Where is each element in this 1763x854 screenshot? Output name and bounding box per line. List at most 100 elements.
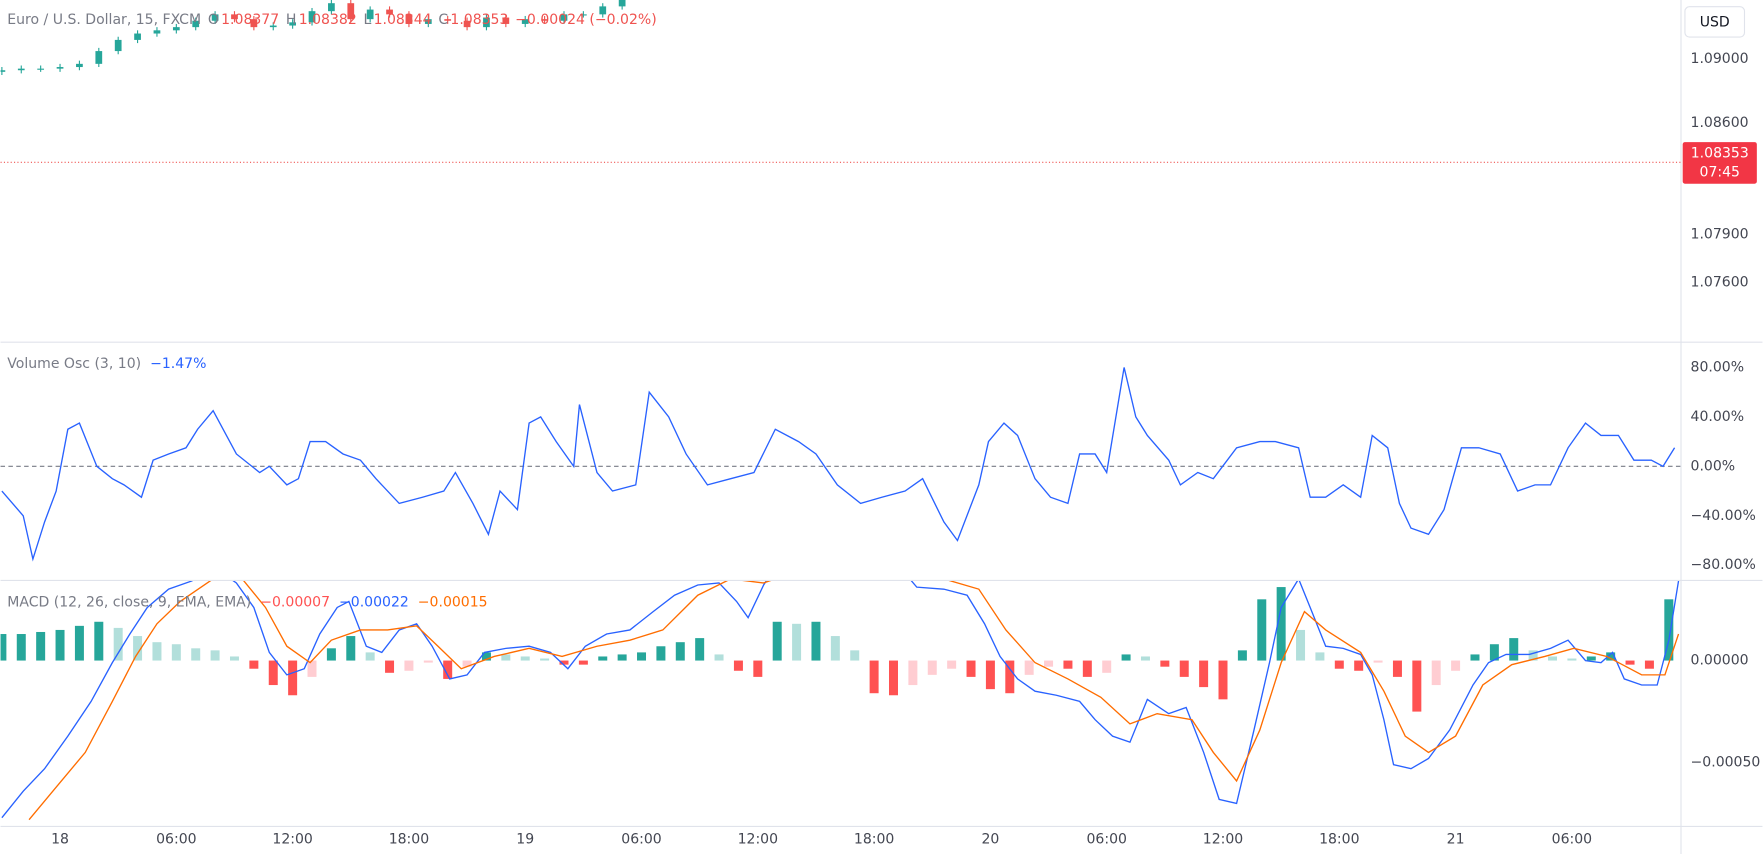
candle-body (95, 51, 103, 64)
candle-body (580, 14, 587, 16)
candle-body (366, 9, 374, 20)
signal-value: −0.00015 (418, 594, 488, 610)
candle-body (424, 19, 432, 24)
histogram-bar (1121, 654, 1131, 661)
histogram-bar (695, 638, 705, 661)
histogram-bar (520, 656, 530, 661)
histogram-bar (1528, 650, 1538, 661)
y-tick-label: −0.00050 (1691, 755, 1761, 771)
x-tick-label: 18:00 (389, 831, 429, 847)
x-tick-label: 06:00 (621, 831, 661, 847)
candle-body (192, 20, 200, 28)
histogram-bar (1024, 660, 1034, 675)
signal-line (28, 580, 1680, 821)
histogram-bar (36, 631, 46, 661)
histogram-bar (1237, 650, 1247, 661)
y-tick-label: 1.08600 (1691, 115, 1749, 131)
histogram-bar (55, 629, 65, 661)
macd-legend: MACD (12, 26, close, 9, EMA, EMA) −0.0000… (7, 594, 487, 610)
histogram-bar (1063, 660, 1073, 669)
y-tick-label: −80.00% (1691, 557, 1756, 573)
histogram-bar (753, 660, 763, 677)
histogram-bar (966, 660, 976, 677)
ohlc-label: O (208, 12, 219, 28)
histogram-value: −0.00007 (260, 594, 330, 610)
x-tick-label: 19 (516, 831, 534, 847)
volume-osc-legend: Volume Osc (3, 10) −1.47% (7, 356, 206, 372)
candle-body (386, 9, 393, 15)
histogram-bar (1373, 660, 1383, 663)
x-tick-label: 06:00 (1086, 831, 1126, 847)
histogram-bar (1102, 660, 1112, 673)
y-tick-label: 0.00% (1691, 458, 1736, 474)
change-value: −0.00024 (−0.02%) (515, 12, 657, 28)
histogram-bar (598, 656, 608, 661)
indicator-title: MACD (12, 26, close, 9, EMA, EMA) (7, 594, 251, 610)
histogram-bar (404, 660, 414, 671)
histogram-bar (811, 621, 821, 661)
ohlc-label: H (286, 12, 297, 28)
candle-body (328, 3, 335, 12)
countdown-label: 07:45 (1700, 164, 1740, 180)
histogram-bar (481, 652, 491, 661)
histogram-bar (1005, 660, 1015, 694)
x-tick-label: 06:00 (156, 831, 196, 847)
currency-button[interactable] (1684, 6, 1746, 38)
candle-body (269, 25, 277, 28)
histogram-bar (869, 660, 879, 694)
histogram-bar (152, 642, 162, 661)
y-tick-label: 1.07600 (1691, 275, 1749, 291)
histogram-bar (501, 654, 511, 661)
currency-label[interactable]: USD (1700, 14, 1730, 30)
histogram-bar (559, 660, 569, 665)
candle-body (231, 14, 238, 20)
x-tick-label: 12:00 (272, 831, 312, 847)
candle-body (347, 3, 355, 20)
price-pane (0, 0, 1681, 163)
macd-line (1, 580, 1680, 819)
histogram-bar (889, 660, 898, 696)
histogram-bar (191, 648, 201, 661)
histogram-bar (307, 660, 317, 677)
candle-body (17, 68, 25, 71)
candle-body (483, 17, 490, 28)
histogram-bar (1470, 654, 1480, 661)
indicator-title: Volume Osc (3, 10) (7, 356, 141, 372)
x-tick-label: 18:00 (854, 831, 894, 847)
candle-body (250, 19, 258, 28)
histogram-bar (947, 660, 957, 669)
histogram-bar (1586, 656, 1596, 661)
histogram-bar (1509, 638, 1519, 661)
candle-body (405, 14, 413, 24)
x-tick-label: 18 (51, 831, 69, 847)
histogram-bar (249, 660, 259, 669)
histogram-bar (830, 636, 840, 661)
histogram-bar (733, 660, 743, 671)
histogram-bar (1257, 599, 1267, 661)
histogram-bar (1160, 660, 1170, 667)
histogram-bar (365, 652, 375, 661)
histogram-bar (927, 660, 937, 675)
candle-body (0, 70, 6, 72)
histogram-bar (792, 623, 802, 661)
histogram-bar (1082, 660, 1092, 677)
histogram-bar (1451, 660, 1461, 671)
histogram-bar (714, 654, 724, 661)
histogram-bar (1334, 660, 1344, 669)
candle-body (599, 6, 607, 15)
histogram-bar (1218, 660, 1228, 700)
histogram-bar (1412, 660, 1422, 712)
histogram-bar (1625, 660, 1635, 665)
x-tick-label: 12:00 (1203, 831, 1243, 847)
candle-body (76, 63, 83, 68)
histogram-bar (210, 650, 220, 661)
candle-body (463, 20, 471, 28)
histogram-bar (346, 636, 356, 661)
ohlc-label: L (363, 12, 371, 28)
y-tick-label: 1.07900 (1691, 227, 1749, 243)
symbol-title: Euro / U.S. Dollar, 15, FXCM (7, 12, 201, 28)
candle-body (153, 30, 161, 34)
x-tick-label: 20 (981, 831, 999, 847)
